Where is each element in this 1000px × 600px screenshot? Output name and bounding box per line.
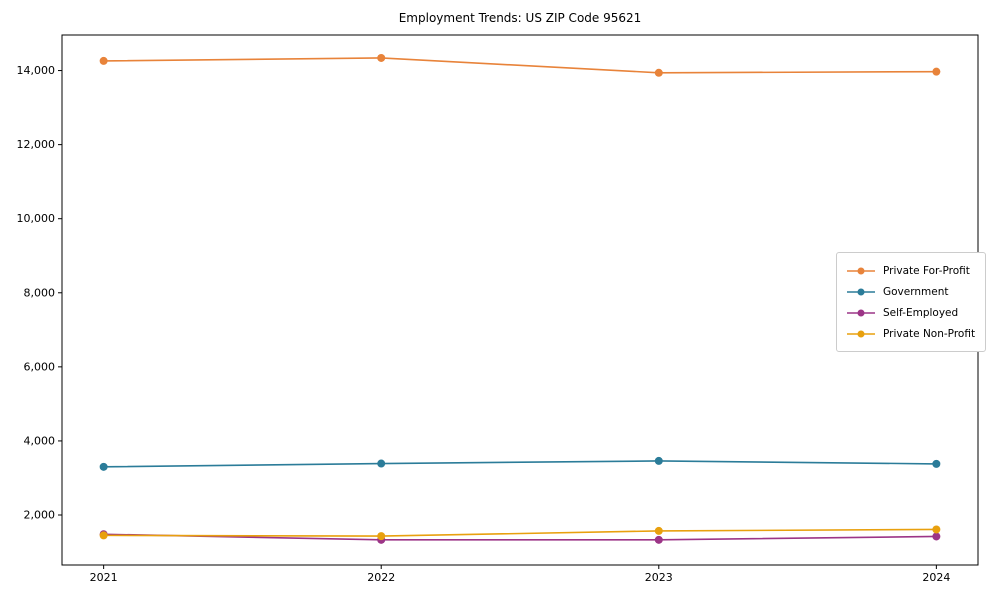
data-point-marker [932, 459, 941, 468]
data-point-marker [377, 459, 386, 468]
data-point-marker [932, 67, 941, 76]
data-point-marker [99, 462, 108, 471]
data-point-marker [654, 535, 663, 544]
data-point-marker [932, 532, 941, 541]
y-tick-label: 12,000 [17, 138, 56, 151]
y-tick-label: 8,000 [24, 286, 56, 299]
series-line [103, 533, 937, 541]
data-point-marker [654, 456, 663, 465]
y-tick-label: 14,000 [17, 64, 56, 77]
legend-line-marker-icon [847, 309, 875, 316]
legend-label: Private For-Profit [883, 264, 970, 277]
data-point-marker [654, 68, 663, 77]
data-point-marker [377, 53, 386, 62]
legend-item: Government [846, 281, 975, 302]
data-point-marker [654, 526, 663, 535]
legend-item: Private For-Profit [846, 260, 975, 281]
data-point-marker [99, 56, 108, 65]
data-point-marker [99, 531, 108, 540]
y-tick-label: 2,000 [24, 509, 56, 522]
data-point-marker [932, 525, 941, 534]
x-tick-label: 2022 [367, 571, 395, 584]
legend-label: Government [883, 285, 949, 298]
y-tick-label: 6,000 [24, 360, 56, 373]
legend-label: Private Non-Profit [883, 327, 976, 340]
series-line [103, 460, 937, 468]
legend: Private For-Profit Government Self-Employe… [836, 252, 987, 352]
legend-item: Private Non-Profit [846, 323, 975, 344]
legend-line-marker-icon [847, 330, 875, 337]
data-point-marker [377, 532, 386, 541]
x-tick-label: 2021 [90, 571, 118, 584]
x-tick-label: 2023 [645, 571, 673, 584]
x-tick-label: 2024 [922, 571, 950, 584]
legend-line-marker-icon [847, 267, 875, 274]
series-line [103, 57, 937, 74]
chart-title: Employment Trends: US ZIP Code 95621 [398, 11, 642, 25]
legend-item: Self-Employed [846, 302, 975, 323]
series-line [103, 528, 937, 537]
legend-label: Self-Employed [883, 306, 959, 319]
y-tick-label: 10,000 [17, 212, 56, 225]
legend-line-marker-icon [847, 288, 875, 295]
y-tick-label: 4,000 [24, 434, 56, 447]
